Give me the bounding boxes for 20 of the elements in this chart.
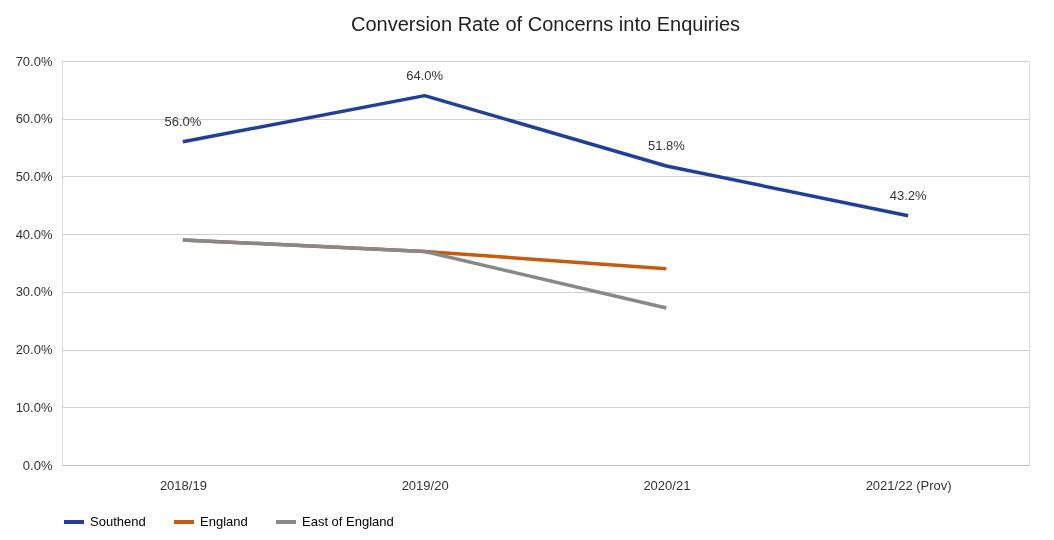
y-tick-label: 50.0% bbox=[15, 168, 53, 184]
y-tick-label: 70.0% bbox=[15, 53, 53, 69]
data-label: 64.0% bbox=[406, 67, 444, 83]
legend-label: England bbox=[200, 514, 248, 529]
chart-title: Conversion Rate of Concerns into Enquiries bbox=[350, 13, 741, 35]
y-tick-label: 0.0% bbox=[22, 457, 53, 473]
y-tick-label: 10.0% bbox=[15, 399, 53, 415]
data-label: 56.0% bbox=[164, 113, 202, 129]
x-tick-label: 2019/20 bbox=[401, 477, 449, 493]
x-tick-label: 2021/22 (Prov) bbox=[865, 477, 952, 493]
x-tick-label: 2020/21 bbox=[643, 477, 691, 493]
legend-label: Southend bbox=[90, 514, 146, 529]
y-tick-label: 30.0% bbox=[15, 284, 53, 300]
data-label: 43.2% bbox=[889, 187, 927, 203]
x-tick-label: 2018/19 bbox=[159, 477, 207, 493]
y-tick-label: 40.0% bbox=[15, 226, 53, 242]
y-tick-label: 60.0% bbox=[15, 111, 53, 127]
data-label: 51.8% bbox=[647, 138, 686, 154]
y-tick-label: 20.0% bbox=[15, 342, 53, 358]
legend-label: East of England bbox=[302, 514, 394, 529]
